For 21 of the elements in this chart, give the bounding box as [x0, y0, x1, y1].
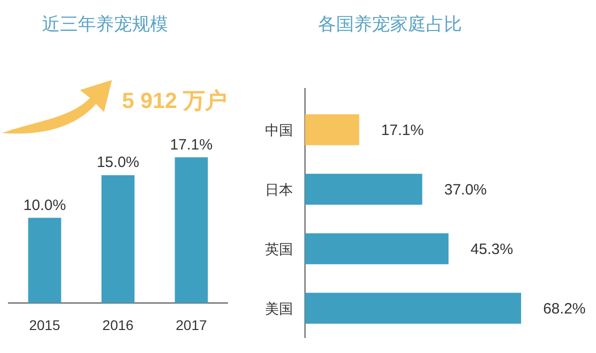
y-tick-label: 中国 [265, 122, 293, 138]
bar [305, 292, 522, 324]
data-label: 45.3% [470, 240, 514, 258]
data-label: 37.0% [444, 181, 487, 198]
data-label: 17.1% [170, 136, 213, 154]
chart-title: 近三年养宠规模 [42, 14, 168, 34]
chart-title: 各国养宠家庭占比 [318, 14, 462, 34]
bar [305, 174, 422, 205]
data-label: 17.1% [381, 122, 424, 139]
y-tick-label: 英国 [265, 240, 293, 257]
text: 5 912 万户 [122, 88, 228, 113]
bar [305, 114, 360, 146]
y-tick-label: 美国 [265, 300, 293, 316]
data-label: 10.0% [23, 196, 66, 214]
x-tick-label: 2016 [102, 317, 134, 333]
data-label: 15.0% [96, 154, 140, 172]
x-tick-label: 2017 [176, 317, 208, 333]
bar [305, 233, 449, 264]
y-tick-label: 日本 [265, 181, 293, 198]
x-tick-label: 2015 [29, 317, 60, 333]
data-label: 68.2% [543, 300, 586, 318]
